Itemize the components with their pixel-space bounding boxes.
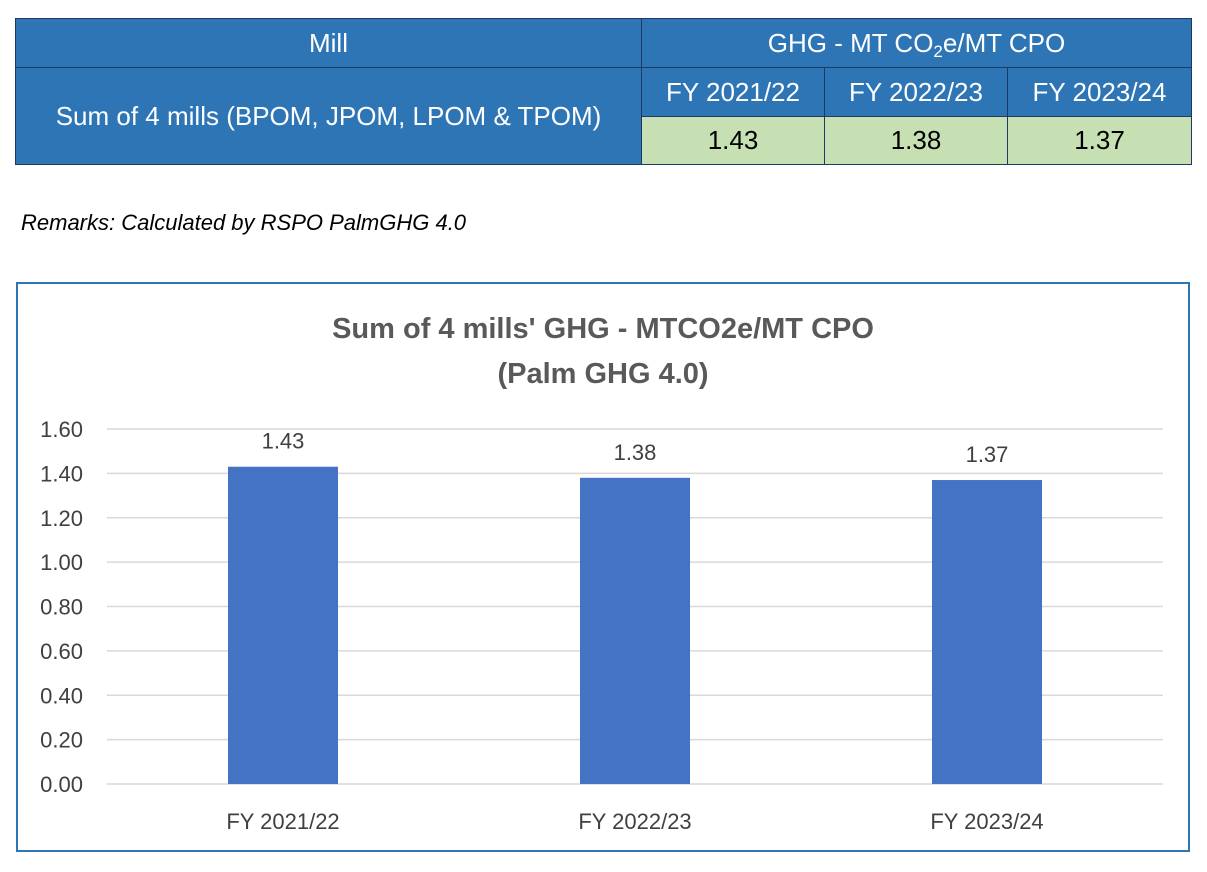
x-tick-label-1: FY 2021/22 <box>226 809 339 834</box>
bar-1 <box>228 466 338 784</box>
y-tick-label-5: 1.00 <box>40 550 83 575</box>
remarks-note: Remarks: Calculated by RSPO PalmGHG 4.0 <box>21 210 467 235</box>
ghg-header-suffix: e/MT CPO <box>942 27 1066 58</box>
value-cell-3: 1.37 <box>1006 116 1193 165</box>
bar-3 <box>932 480 1042 784</box>
y-tick-label-2: 0.40 <box>40 683 83 708</box>
data-label-3: 1.37 <box>966 442 1009 467</box>
data-label-1: 1.43 <box>262 429 305 454</box>
ghg-header-subscript: 2 <box>933 41 943 61</box>
value-cell-2: 1.38 <box>824 116 1008 165</box>
data-label-2: 1.38 <box>614 440 657 465</box>
y-tick-label-6: 1.20 <box>40 506 83 531</box>
bar-chart: Sum of 4 mills' GHG - MTCO2e/MT CPO (Palm… <box>40 313 1163 834</box>
y-tick-label-0: 0.00 <box>40 772 83 797</box>
ghg-unit-header: GHG - MT CO2e/MT CPO <box>640 18 1193 68</box>
year-header-3: FY 2023/24 <box>1006 67 1193 117</box>
table-year-row: Sum of 4 mills (BPOM, JPOM, LPOM & TPOM)… <box>15 67 1193 165</box>
y-tick-label-7: 1.40 <box>40 461 83 486</box>
y-tick-label-1: 0.20 <box>40 728 83 753</box>
bar-2 <box>580 477 690 784</box>
x-tick-label-3: FY 2023/24 <box>930 809 1043 834</box>
mill-header: Mill <box>15 18 642 68</box>
y-tick-label-4: 0.80 <box>40 595 83 620</box>
table-header-row: Mill GHG - MT CO2e/MT CPO <box>15 18 1193 68</box>
x-tick-label-2: FY 2022/23 <box>578 809 691 834</box>
year-header-2: FY 2022/23 <box>824 67 1008 117</box>
chart-title-line-2: (Palm GHG 4.0) <box>497 358 708 390</box>
table-value-row: 1.43 1.38 1.37 <box>16 116 1193 165</box>
chart-title-line-1: Sum of 4 mills' GHG - MTCO2e/MT CPO <box>332 313 874 345</box>
ghg-summary-table: Mill GHG - MT CO2e/MT CPO Sum of 4 mills… <box>15 18 1193 165</box>
row-label-mills: Sum of 4 mills (BPOM, JPOM, LPOM & TPOM) <box>15 67 642 165</box>
year-header-1: FY 2021/22 <box>641 67 825 117</box>
y-tick-label-8: 1.60 <box>40 417 83 442</box>
value-cell-1: 1.43 <box>641 116 825 165</box>
chart-frame: Sum of 4 mills' GHG - MTCO2e/MT CPO (Palm… <box>16 282 1190 852</box>
y-tick-label-3: 0.60 <box>40 639 83 664</box>
ghg-header-prefix: GHG - MT CO <box>767 27 934 58</box>
